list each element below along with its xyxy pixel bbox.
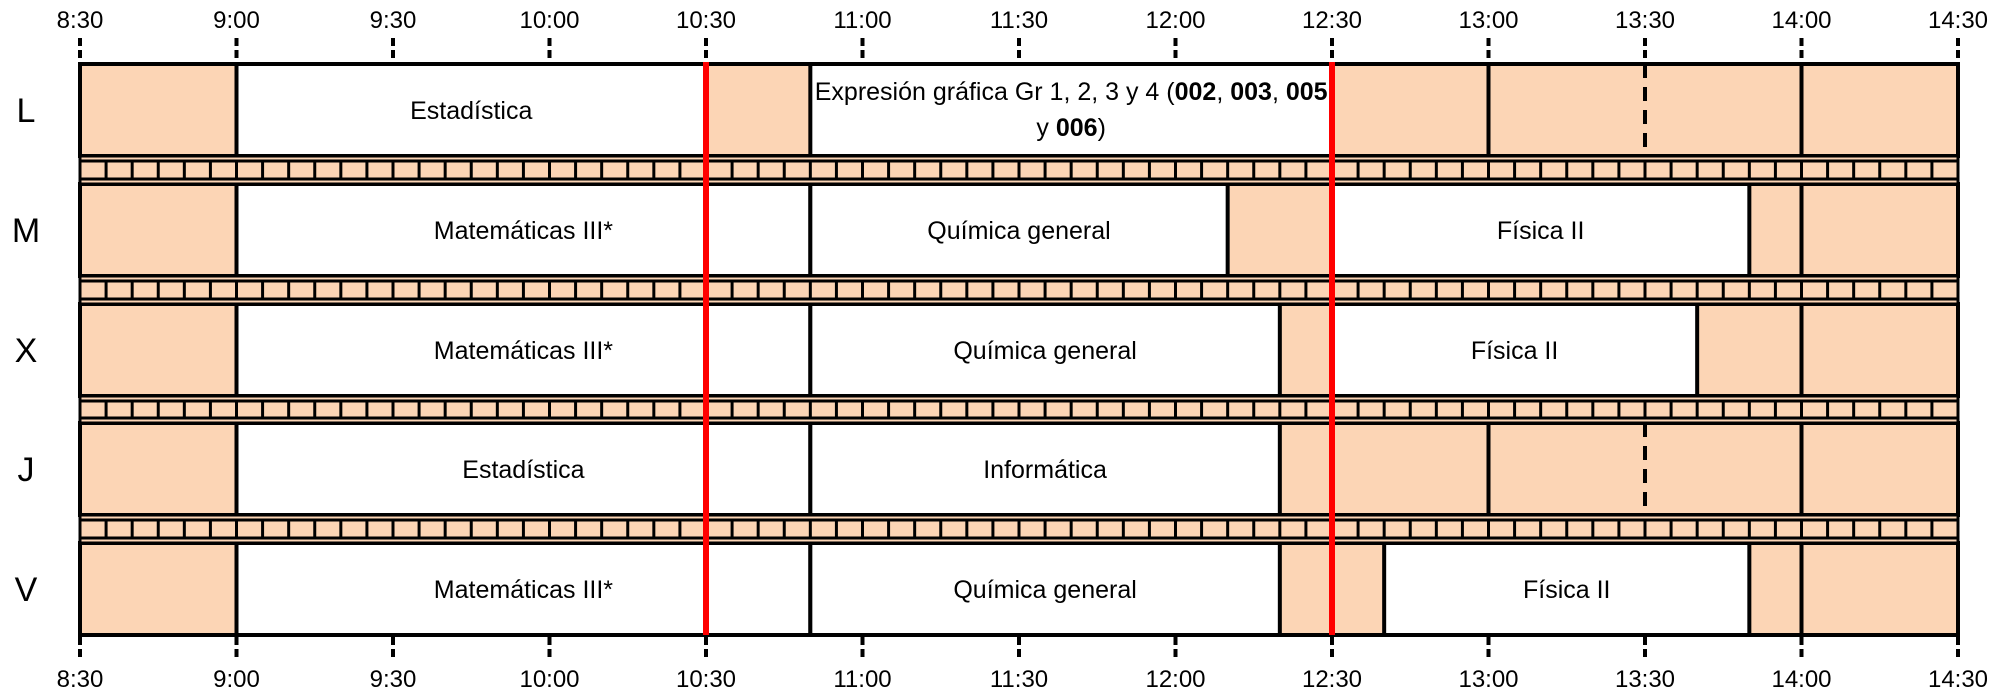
time-tick-top: 8:30	[57, 7, 104, 34]
day-label: X	[15, 332, 38, 370]
time-tick-bottom: 10:00	[519, 666, 579, 693]
class-label: Matemáticas III*	[434, 337, 613, 365]
day-row-m: Matemáticas III* Química general Física II…	[12, 182, 1960, 278]
time-tick-bottom: 9:00	[213, 666, 260, 693]
class-label: Física II	[1523, 576, 1611, 604]
class-block-matematicas-iii[interactable]	[234, 541, 813, 637]
class-label: Matemáticas III*	[434, 576, 613, 604]
day-label: M	[12, 212, 40, 250]
break-strip	[78, 394, 1960, 425]
class-label: Química general	[927, 217, 1110, 245]
time-tick-top: 10:00	[519, 7, 579, 34]
break-strip	[78, 154, 1960, 186]
time-tick-bottom: 12:00	[1145, 666, 1205, 693]
day-row-v: Matemáticas III* Química general Física II…	[15, 541, 1960, 637]
class-label: Matemáticas III*	[434, 217, 613, 245]
class-block-estadistica[interactable]	[234, 421, 813, 517]
break-strip	[78, 274, 1960, 306]
class-label: Física II	[1497, 217, 1585, 245]
day-row-x: Matemáticas III* Química general Física II…	[15, 302, 1960, 398]
class-label: Informática	[983, 456, 1107, 484]
time-tick-top: 13:00	[1458, 7, 1518, 34]
time-tick-top: 14:00	[1771, 7, 1831, 34]
day-row-l: Estadística Expresión gráfica Gr 1, 2, 3 …	[17, 62, 1960, 158]
time-tick-bottom: 12:30	[1302, 666, 1362, 693]
class-block-fisica-ii[interactable]	[1330, 302, 1700, 398]
class-label: Física II	[1471, 337, 1559, 365]
class-block-quimica-general[interactable]	[808, 302, 1282, 398]
class-label: Expresión gráfica Gr 1, 2, 3 y 4 (002, 0…	[815, 78, 1328, 106]
time-tick-top: 14:30	[1928, 7, 1988, 34]
time-tick-top: 9:30	[370, 7, 417, 34]
time-tick-bottom: 9:30	[370, 666, 417, 693]
class-block-quimica-general[interactable]	[808, 182, 1230, 278]
class-block-fisica-ii[interactable]	[1382, 541, 1752, 637]
time-tick-top: 11:00	[833, 7, 891, 34]
time-tick-bottom: 14:30	[1928, 666, 1988, 693]
class-label: Química general	[953, 576, 1136, 604]
time-tick-bottom: 13:30	[1615, 666, 1675, 693]
time-tick-top: 11:30	[990, 7, 1048, 34]
time-tick-top: 12:00	[1145, 7, 1205, 34]
time-tick-top: 13:30	[1615, 7, 1675, 34]
day-label: V	[15, 571, 38, 609]
class-label: Estadística	[410, 97, 532, 125]
time-tick-bottom: 14:00	[1771, 666, 1831, 693]
time-tick-bottom: 11:30	[990, 666, 1048, 693]
time-tick-bottom: 10:30	[676, 666, 736, 693]
time-tick-bottom: 13:00	[1458, 666, 1518, 693]
time-tick-top: 12:30	[1302, 7, 1362, 34]
day-row-j: Estadística Informática J	[18, 421, 1960, 517]
break-strip	[78, 513, 1960, 545]
day-label: J	[18, 451, 35, 489]
class-block-matematicas-iii[interactable]	[234, 302, 813, 398]
time-tick-top: 10:30	[676, 7, 736, 34]
class-block-estadistica[interactable]	[234, 62, 708, 158]
time-tick-bottom: 8:30	[57, 666, 104, 693]
class-label: Estadística	[462, 456, 584, 484]
time-tick-bottom: 11:00	[833, 666, 891, 693]
class-label: Química general	[953, 337, 1136, 365]
day-label: L	[17, 92, 36, 130]
class-block-quimica-general[interactable]	[808, 541, 1282, 637]
class-block-informatica[interactable]	[808, 421, 1282, 517]
class-label: y 006)	[1036, 114, 1106, 142]
time-tick-top: 9:00	[213, 7, 260, 34]
